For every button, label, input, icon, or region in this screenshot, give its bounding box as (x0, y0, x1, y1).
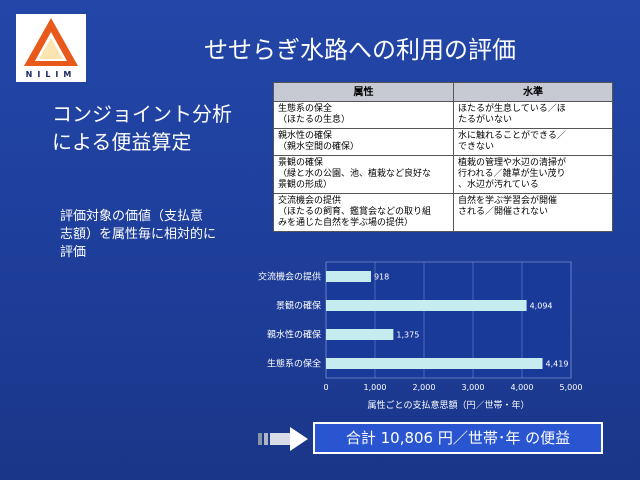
data-label: 4,094 (530, 302, 553, 311)
table-cell-attribute: 景観の確保 （緑と水の公園、池、植栽など良好な 景観の形成） (273, 155, 454, 194)
x-tick-label: 4,000 (511, 383, 534, 392)
description: 評価対象の価値（支払意 志額）を属性毎に相対的に 評価 (60, 208, 250, 262)
x-tick-label: 5,000 (560, 383, 583, 392)
bar (326, 358, 543, 369)
y-tick-label: 親水性の確保 (267, 329, 321, 341)
cell-line: 景観の確保 (278, 158, 324, 168)
cell-line: 親水性の確保 (278, 131, 333, 141)
total-benefit-box: 合計 10,806 円／世帯･年 の便益 (313, 422, 603, 454)
headline: コンジョイント分析 による便益算定 (52, 100, 262, 156)
table-cell-attribute: 交流機会の提供 （ほたるの飼育、鑑賞会などの取り組 みを通じた自然を学ぶ場の提供… (273, 193, 454, 232)
cell-line: 水に触れることができる／ (458, 131, 566, 141)
headline-line: による便益算定 (52, 130, 192, 154)
cell-line: （緑と水の公園、池、植栽など良好な (278, 169, 432, 179)
attribute-table: 属性 水準 生態系の保全 （ほたるの生息） ほたるが生息している／ほ たるがいな… (273, 82, 613, 232)
data-label: 1,375 (396, 331, 419, 340)
cell-line: （ほたるの飼育、鑑賞会などの取り組 (278, 207, 432, 217)
cell-line: 生態系の保全 (278, 104, 333, 114)
table-cell-attribute: 親水性の確保 （親水空間の確保） (273, 128, 454, 156)
cell-line: みを通じた自然を学ぶ場の提供） (278, 218, 414, 228)
x-tick-label: 1,000 (364, 383, 387, 392)
y-tick-label: 交流機会の提供 (258, 271, 321, 283)
description-line: 評価 (60, 245, 87, 260)
page-title: せせらぎ水路への利用の評価 (204, 36, 516, 64)
bar (326, 271, 371, 282)
cell-line: できない (458, 142, 495, 152)
cell-line: （親水空間の確保） (278, 142, 360, 152)
x-tick-label: 2,000 (413, 383, 436, 392)
headline-line: コンジョイント分析 (52, 102, 232, 126)
table-cell-attribute: 生態系の保全 （ほたるの生息） (273, 101, 454, 129)
table-row: 交流機会の提供 （ほたるの飼育、鑑賞会などの取り組 みを通じた自然を学ぶ場の提供… (273, 193, 613, 232)
x-tick-label: 3,000 (462, 383, 485, 392)
data-label: 4,419 (546, 360, 569, 369)
table-cell-level: 植栽の管理や水辺の清掃が 行われる／雑草が生い茂り 、水辺が汚れている (453, 155, 613, 194)
arrow-right-icon (258, 427, 308, 451)
table-row: 生態系の保全 （ほたるの生息） ほたるが生息している／ほ たるがいない (273, 101, 613, 129)
cell-line: ほたるが生息している／ほ (458, 104, 566, 114)
cell-line: 景観の形成） (278, 180, 333, 190)
y-tick-label: 景観の確保 (276, 300, 321, 312)
description-line: 志額）を属性毎に相対的に (60, 227, 217, 242)
table-cell-level: 水に触れることができる／ できない (453, 128, 613, 156)
bar (326, 300, 527, 311)
nilim-triangle-logo-icon (24, 18, 78, 66)
cell-line: 自然を学ぶ学習会が開催 (458, 196, 558, 206)
cell-line: たるがいない (458, 115, 513, 125)
cell-line: される／開催されない (458, 207, 549, 217)
table-row: 景観の確保 （緑と水の公園、池、植栽など良好な 景観の形成） 植栽の管理や水辺の… (273, 155, 613, 194)
table-header-row: 属性 水準 (273, 82, 613, 102)
table-header-attribute: 属性 (273, 82, 454, 102)
cell-line: 植栽の管理や水辺の清掃が (458, 158, 567, 168)
table-cell-level: 自然を学ぶ学習会が開催 される／開催されない (453, 193, 613, 232)
table-header-level: 水準 (453, 82, 613, 102)
cell-line: 交流機会の提供 (278, 196, 342, 206)
bar (326, 329, 394, 340)
data-label: 918 (374, 273, 389, 282)
description-line: 評価対象の価値（支払意 (60, 209, 204, 224)
table-cell-level: ほたるが生息している／ほ たるがいない (453, 101, 613, 129)
cell-line: （ほたるの生息） (278, 115, 351, 125)
y-tick-label: 生態系の保全 (267, 358, 321, 370)
x-tick-label: 0 (323, 383, 328, 392)
table-row: 親水性の確保 （親水空間の確保） 水に触れることができる／ できない (273, 128, 613, 156)
wtp-bar-chart: 0 1,000 2,000 3,000 4,000 5,000 交流機会の提供 918 景観の確… (258, 261, 583, 411)
logo-text: NILIM (25, 70, 77, 79)
logo: NILIM (16, 14, 86, 82)
x-axis-label: 属性ごとの支払意思額（円／世帯・年） (368, 399, 530, 411)
cell-line: 、水辺が汚れている (458, 180, 539, 190)
cell-line: 行われる／雑草が生い茂り (458, 169, 566, 179)
